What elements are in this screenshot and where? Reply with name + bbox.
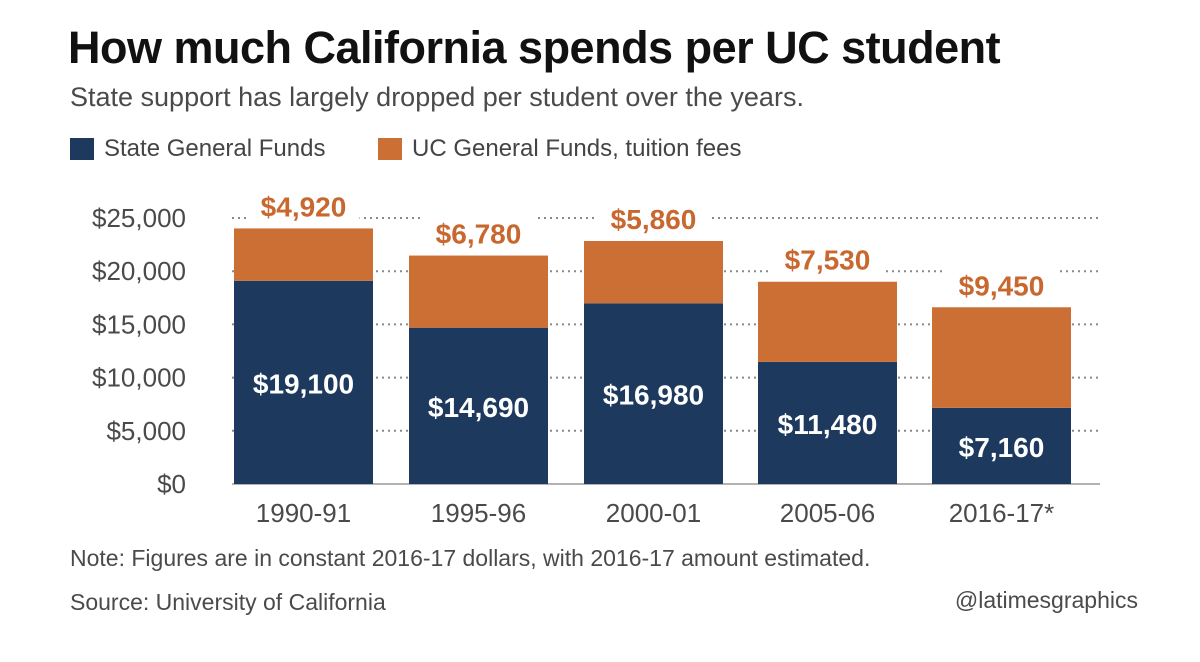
bar-state-label: $7,160 [959, 432, 1045, 463]
bar-state-segment [932, 407, 1071, 484]
bar-uc-segment [932, 307, 1071, 408]
chart-source: Source: University of California [70, 589, 386, 615]
y-tick-label: $0 [157, 469, 186, 499]
bar-state-label: $19,100 [253, 368, 354, 399]
x-tick-label: 2000-01 [606, 498, 701, 528]
y-tick-label: $20,000 [92, 256, 186, 286]
bar-uc-segment [234, 228, 373, 281]
legend-swatch-state [70, 138, 94, 160]
bar-state-label: $14,690 [428, 392, 529, 423]
bar-uc-label: $6,780 [436, 219, 522, 250]
bar-state-segment [234, 280, 373, 484]
legend-label-uc: UC General Funds, tuition fees [412, 135, 742, 162]
bar-state-label: $16,980 [603, 380, 704, 411]
x-tick-label: 2016-17* [949, 498, 1055, 528]
bar-uc-segment [409, 255, 548, 328]
bar-state-label: $11,480 [778, 409, 878, 440]
legend-label-state: State General Funds [104, 135, 326, 162]
stacked-bar-chart: $0 $5,000 $10,000 $15,000 $20,000 $25,000 $19,… [92, 188, 1100, 528]
bar-uc-label: $7,530 [785, 245, 871, 276]
bar-uc-label: $4,920 [261, 191, 347, 222]
chart-subtitle: State support has largely dropped per st… [70, 82, 804, 112]
y-tick-label: $15,000 [92, 309, 186, 339]
y-tick-label: $5,000 [106, 416, 186, 446]
bar-uc-label-backdrop [422, 215, 535, 250]
chart-title: How much California spends per UC studen… [68, 22, 1001, 73]
bar-uc-label-backdrop [945, 267, 1058, 302]
bar-uc-segment [758, 281, 897, 362]
bar-state-segment [409, 327, 548, 484]
bar-uc-label: $5,860 [611, 204, 697, 235]
x-tick-label: 1990-91 [256, 498, 351, 528]
bar-uc-segment [584, 240, 723, 304]
bar-uc-label: $9,450 [959, 270, 1045, 301]
y-tick-label: $25,000 [92, 203, 186, 233]
x-tick-label: 2005-06 [780, 498, 875, 528]
x-tick-label: 1995-96 [431, 498, 526, 528]
legend-swatch-uc [378, 138, 402, 160]
bar-uc-label-backdrop [771, 241, 884, 276]
y-tick-label: $10,000 [92, 363, 186, 393]
bar-uc-label-backdrop [247, 188, 360, 223]
legend-item-state: State General Funds [70, 135, 325, 163]
chart-credit: @latimesgraphics [954, 587, 1138, 613]
bar-uc-label-backdrop [597, 200, 710, 235]
legend-item-uc: UC General Funds, tuition fees [378, 135, 742, 163]
bar-state-segment [584, 303, 723, 484]
bar-state-segment [758, 361, 897, 484]
chart-note: Note: Figures are in constant 2016-17 do… [70, 545, 871, 571]
